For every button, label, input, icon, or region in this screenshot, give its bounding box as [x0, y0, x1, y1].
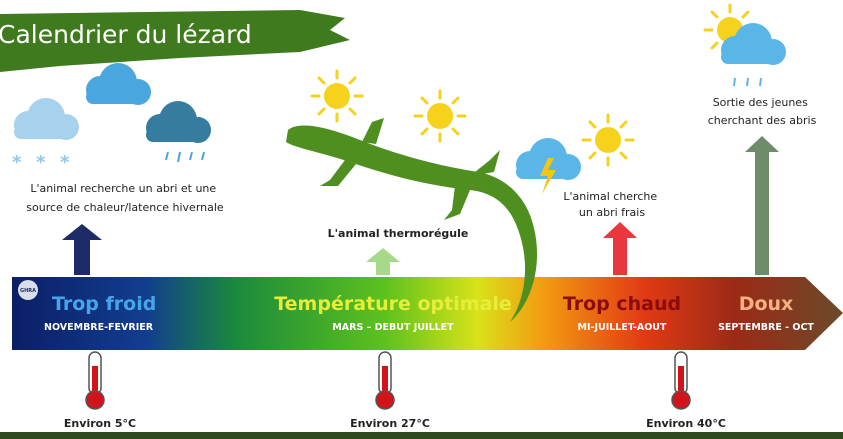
- description: L'animal cherche un abri frais: [563, 190, 660, 219]
- phase-period: MARS – DEBUT JUILLET: [332, 322, 454, 333]
- decoration: *: [36, 152, 46, 173]
- decoration: [320, 160, 356, 186]
- phase-name: Doux: [739, 293, 794, 315]
- arrow-up: [603, 222, 637, 275]
- thermometer: [376, 352, 394, 409]
- decoration: *: [60, 152, 70, 173]
- phase-period: NOVEMBRE-FEVRIER: [44, 322, 154, 333]
- text-line: un abri frais: [579, 206, 645, 219]
- text-line: L'animal recherche un abri et une: [30, 182, 216, 195]
- decoration: [14, 98, 79, 140]
- decoration: [362, 118, 384, 144]
- decoration: [166, 152, 168, 160]
- text-line: cherchant des abris: [708, 114, 817, 127]
- description: L'animal recherche un abri et une source…: [26, 182, 224, 214]
- page: Calendrier du lézard {"title": "Calendri…: [0, 0, 843, 439]
- thermometer: [672, 352, 690, 409]
- text-line: L'animal thermorégule: [328, 227, 469, 240]
- arrow-up: [366, 248, 400, 275]
- decoration: [190, 152, 192, 160]
- decoration: [86, 63, 151, 105]
- decoration: [583, 115, 633, 165]
- text-line: source de chaleur/latence hivernale: [26, 201, 224, 214]
- decoration: [760, 78, 761, 86]
- text-line: Sortie des jeunes: [713, 96, 808, 109]
- phase-period: MI-JUILLET-AOUT: [578, 322, 667, 333]
- weather-sunny: [312, 71, 465, 141]
- weather-cold: * * *: [12, 63, 211, 173]
- arrow-up: [745, 136, 779, 275]
- phase-period: SEPTEMBRE - OCT: [718, 322, 814, 333]
- temperature: Environ 27°C: [350, 417, 430, 430]
- decoration: [312, 71, 362, 121]
- weather-hot: [516, 115, 633, 194]
- decoration: [178, 152, 180, 162]
- description: Sortie des jeunes cherchant des abris: [708, 96, 817, 127]
- decoration: *: [12, 152, 22, 173]
- temperature: Environ 5°C: [64, 417, 136, 430]
- decoration: [734, 78, 761, 86]
- decoration: * * *: [12, 152, 70, 173]
- thermometer: [86, 352, 104, 409]
- phase-name: Trop froid: [52, 293, 156, 315]
- decoration: [146, 101, 211, 143]
- decoration: [747, 78, 748, 86]
- body: Calendrier du lézard *** GHRA L'animal: [0, 0, 843, 439]
- title: Calendrier du lézard: [0, 20, 252, 49]
- phase-name: Trop chaud: [563, 293, 681, 315]
- decoration: [166, 152, 204, 162]
- weather-mild: [705, 5, 786, 86]
- arrow-up: [62, 224, 102, 275]
- logo: GHRA: [20, 288, 36, 294]
- infographic: Calendrier du lézard *** GHRA L'animal: [0, 0, 843, 439]
- phase-name: Température optimale: [274, 293, 512, 315]
- decoration: [444, 186, 470, 220]
- text-line: L'animal cherche: [563, 190, 657, 203]
- temperature: Environ 40°C: [646, 417, 726, 430]
- description: L'animal thermorégule: [328, 227, 469, 240]
- decoration: [202, 152, 204, 160]
- decoration: [734, 78, 735, 86]
- decoration: [415, 91, 465, 141]
- footer-strip: [0, 432, 843, 439]
